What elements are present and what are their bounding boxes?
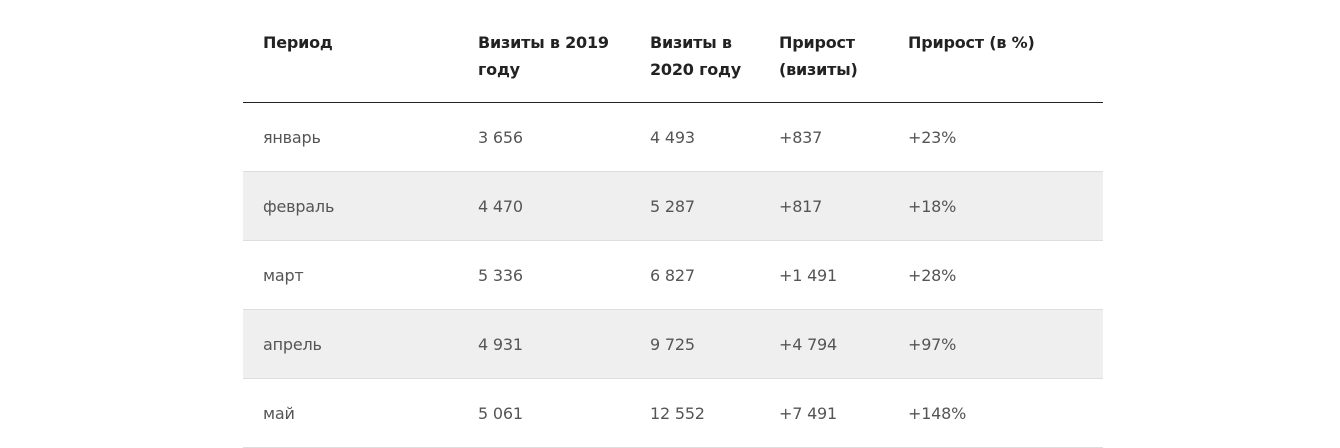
table-cell: февраль [263,197,335,216]
table-row: май 5 061 12 552 +7 491 +148% [243,379,1103,448]
table-cell: +18% [908,197,957,216]
table-cell: +28% [908,266,957,285]
table-row: январь 3 656 4 493 +837 +23% [243,103,1103,172]
table-cell: +148% [908,404,967,423]
table-cell: +1 491 [779,266,838,285]
table-cell: 5 336 [478,266,523,285]
table-cell: +837 [779,128,823,147]
header-cell: Прирост (в %) [908,33,1035,52]
table-cell: 9 725 [650,335,695,354]
header-cell: Визиты в 2020 году [650,33,742,79]
table-row: апрель 4 931 9 725 +4 794 +97% [243,310,1103,379]
table-cell: 4 470 [478,197,523,216]
header-row: Период Визиты в 2019 году Визиты в 2020 го… [243,0,1103,103]
table-cell: +4 794 [779,335,838,354]
table-cell: +817 [779,197,823,216]
table-cell: январь [263,128,321,147]
table-cell: май [263,404,295,423]
table-cell: март [263,266,304,285]
table-cell: апрель [263,335,322,354]
table: Период Визиты в 2019 году Визиты в 2020 го… [243,0,1103,448]
table-cell: 5 061 [478,404,523,423]
table-cell: 3 656 [478,128,523,147]
table-cell: +23% [908,128,957,147]
table-cell: +7 491 [779,404,838,423]
header-cell: Прирост (визиты) [779,33,858,79]
table-cell: +97% [908,335,957,354]
header-cell: Визиты в 2019 году [478,33,609,79]
table-row: март 5 336 6 827 +1 491 +28% [243,241,1103,310]
table-cell: 12 552 [650,404,705,423]
table-cell: 4 493 [650,128,695,147]
table-cell: 6 827 [650,266,695,285]
table-cell: 4 931 [478,335,523,354]
header-cell: Период [263,33,333,52]
table-row: февраль 4 470 5 287 +817 +18% [243,172,1103,241]
table-cell: 5 287 [650,197,695,216]
